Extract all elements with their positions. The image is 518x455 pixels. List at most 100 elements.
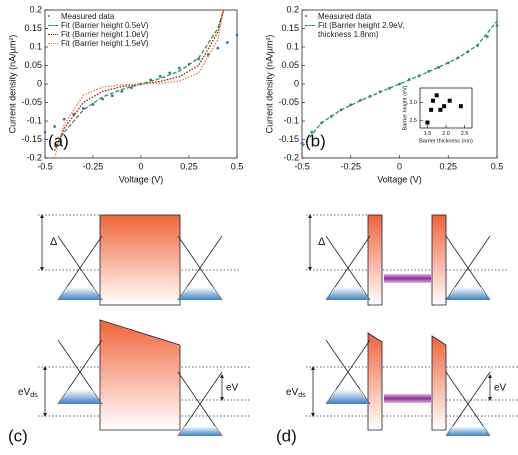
data-point xyxy=(110,94,114,98)
legend-label: Fit (Barrier height 1.0eV) xyxy=(61,30,149,39)
panel-label: (c) xyxy=(8,426,28,445)
legend-swatch xyxy=(48,43,58,44)
y-tick-label: -0.1 xyxy=(283,115,299,125)
filled-states xyxy=(326,287,370,300)
y-tick-label: -0.2 xyxy=(26,152,42,162)
x-tick-label: 0.5 xyxy=(231,161,244,171)
y-tick-label: -0.1 xyxy=(26,115,42,125)
quantum-dot-band xyxy=(384,274,431,283)
gate-label: eV xyxy=(494,383,507,394)
data-point xyxy=(62,117,66,121)
legend-entry: Measured data xyxy=(48,12,163,21)
bias-label-sub: ds xyxy=(298,392,306,399)
filled-states xyxy=(58,287,102,300)
legend-entry: Fit (Barrier height 1.5eV) xyxy=(48,39,163,48)
data-point xyxy=(300,141,304,145)
barrier xyxy=(431,335,447,431)
legend-swatch xyxy=(305,25,315,26)
data-point xyxy=(216,46,220,50)
y-tick-label: -0.15 xyxy=(21,134,42,144)
dirac-cone xyxy=(445,371,491,437)
y-tick-label: -0.05 xyxy=(278,97,299,107)
quantum-dot-band xyxy=(384,394,431,403)
y-tick-label: 0.1 xyxy=(29,41,42,51)
panel-label: (d) xyxy=(276,426,297,445)
legend-swatch xyxy=(48,25,58,26)
data-point xyxy=(485,35,489,39)
y-tick-label: 0.15 xyxy=(24,23,42,33)
bias-label-sub: ds xyxy=(30,392,38,399)
x-tick-label: 2.5 xyxy=(461,131,469,137)
data-point xyxy=(442,104,447,109)
x-tick-label: 2.0 xyxy=(442,131,450,137)
fit-line xyxy=(53,9,225,159)
data-point xyxy=(310,130,314,134)
legend-entry: Fit (Barrier height 1.0eV) xyxy=(48,30,163,39)
filled-states xyxy=(446,426,490,436)
data-point xyxy=(429,107,434,112)
data-point xyxy=(438,107,443,112)
barrier xyxy=(367,214,383,306)
data-point xyxy=(235,33,239,37)
x-tick-label: 0 xyxy=(138,161,143,171)
y-tick-label: 0.05 xyxy=(24,60,42,70)
x-tick-label: -0.25 xyxy=(340,161,361,171)
bias-label: eVds xyxy=(18,387,38,399)
gate-label: eV xyxy=(226,383,239,394)
data-point xyxy=(158,74,162,78)
y-axis-label: Current density (nA/µm²) xyxy=(7,35,17,134)
legend-label: Measured data xyxy=(61,12,115,21)
x-tick-label: 0.5 xyxy=(491,161,504,171)
y-tick-label: -0.2 xyxy=(283,152,299,162)
x-tick-label: -0.25 xyxy=(83,161,104,171)
x-tick-label: 1.5 xyxy=(424,131,432,137)
legend-entry: Measured data xyxy=(305,12,422,21)
x-tick-label: -0.5 xyxy=(37,161,53,171)
dirac-cone xyxy=(177,235,223,301)
legend-swatch xyxy=(48,15,50,17)
y-axis-label: Barrier height (eV) xyxy=(402,85,408,130)
y-tick-label: -0.05 xyxy=(21,97,42,107)
y-tick-label: 0.15 xyxy=(281,23,299,33)
data-point xyxy=(447,98,452,103)
data-point xyxy=(120,90,124,93)
y-tick-label: 0 xyxy=(294,78,299,88)
legend-swatch xyxy=(305,15,307,17)
data-point xyxy=(53,125,56,128)
legend-label: Fit (Barrier height 0.5eV) xyxy=(61,21,149,30)
x-tick-label: 0.25 xyxy=(180,161,198,171)
x-tick-label: 0 xyxy=(397,161,402,171)
filled-states xyxy=(178,426,222,436)
data-point xyxy=(431,98,435,103)
y-tick-label: 0.2 xyxy=(286,4,299,14)
x-axis-label: Voltage (V) xyxy=(119,174,164,184)
data-point xyxy=(43,130,47,134)
barrier xyxy=(431,214,447,306)
data-point xyxy=(425,120,430,125)
barrier xyxy=(367,332,383,431)
y-tick-label: -0.15 xyxy=(278,134,299,144)
y-tick-label: 0.05 xyxy=(281,60,299,70)
y-tick-label: 3.0 xyxy=(409,100,417,106)
x-tick-label: 0.25 xyxy=(439,161,457,171)
filled-states xyxy=(178,287,222,300)
legend-entry: Fit (Barrier height 0.5eV) xyxy=(48,21,163,30)
legend-entry: Fit (Barrier height 2.9eV, thickness 1.8… xyxy=(305,21,422,39)
legend: Measured data Fit (Barrier height 2.9eV, … xyxy=(305,12,422,39)
data-point xyxy=(226,41,229,44)
bias-label-main: eV xyxy=(18,387,31,398)
data-point xyxy=(178,66,181,70)
y-tick-label: 0.1 xyxy=(286,41,299,51)
bias-label: eVds xyxy=(286,387,306,399)
x-axis-label: Voltage (V) xyxy=(377,174,422,184)
barrier xyxy=(99,214,181,306)
panel-label: (b) xyxy=(305,131,326,150)
filled-states xyxy=(326,389,370,404)
legend-label: Fit (Barrier height 1.5eV) xyxy=(61,39,149,48)
data-point xyxy=(495,24,499,27)
x-axis-label: Barrier thickness (nm) xyxy=(419,138,473,144)
legend: Measured data Fit (Barrier height 0.5eV) F… xyxy=(48,12,163,48)
delta-label: Δ xyxy=(318,236,326,248)
